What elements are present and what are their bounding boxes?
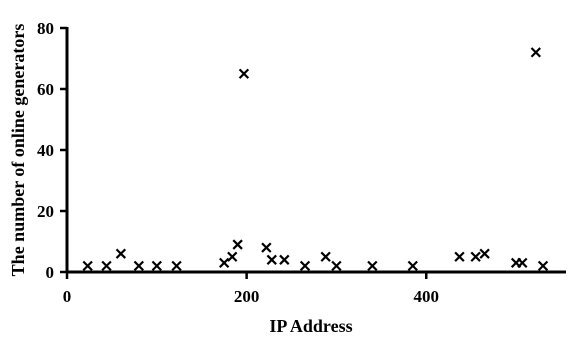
data-point (133, 260, 145, 272)
data-point (266, 254, 277, 265)
data-point (367, 260, 378, 272)
data-point (238, 68, 250, 79)
y-tick-label: 40 (37, 141, 54, 160)
data-point (261, 242, 272, 253)
data-point (219, 257, 230, 269)
data-point (537, 260, 549, 272)
data-point (517, 257, 528, 269)
data-point (232, 239, 243, 250)
y-tick-label: 80 (37, 19, 54, 38)
x-tick-label: 0 (63, 287, 72, 306)
data-point (407, 260, 418, 272)
x-axis-title: IP Address (269, 316, 352, 336)
y-tick-label: 0 (46, 263, 55, 282)
data-point (470, 251, 481, 262)
data-point (171, 260, 182, 272)
data-point (320, 251, 331, 262)
y-axis-title: The number of online generators (8, 24, 28, 277)
x-ticks: 0 200 400 (63, 272, 439, 306)
x-tick-label: 400 (414, 287, 440, 306)
y-tick-label: 60 (37, 80, 54, 99)
data-points (82, 47, 549, 272)
data-point (299, 260, 311, 272)
data-point (530, 47, 541, 58)
data-point (115, 248, 127, 259)
data-point (479, 248, 490, 259)
data-point (151, 260, 162, 272)
data-point (82, 260, 93, 272)
data-point (454, 251, 465, 262)
data-point (227, 251, 238, 262)
y-ticks: 0 20 40 60 80 (37, 19, 67, 282)
data-point (279, 254, 290, 265)
y-tick-label: 20 (37, 202, 54, 221)
data-point (331, 260, 342, 272)
x-tick-label: 200 (234, 287, 260, 306)
data-point (101, 260, 112, 272)
